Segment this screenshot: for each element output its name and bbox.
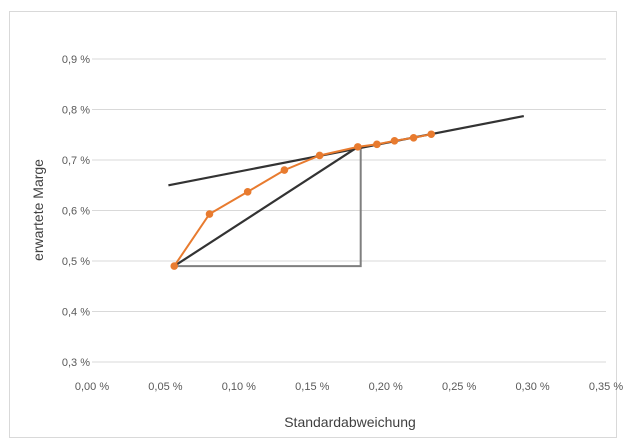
x-tick-label: 0,05 % [148, 381, 182, 393]
x-tick-label: 0,10 % [222, 381, 256, 393]
tick-labels: 0,3 % 0,4 % 0,5 % 0,6 % 0,7 % 0,8 % 0,9 % 0,00 … [62, 54, 623, 393]
x-tick-label: 0,30 % [515, 381, 549, 393]
x-tick-label: 0,15 % [295, 381, 329, 393]
tangent-line [168, 115, 525, 187]
y-axis-label: erwartete Marge [30, 159, 46, 261]
x-axis-label: Standardabweichung [284, 414, 416, 430]
frontier-line [173, 133, 432, 267]
grid-lines [92, 58, 606, 363]
frontier-point [390, 137, 399, 145]
series-layer [168, 115, 525, 270]
frontier-point [315, 151, 324, 160]
x-tick-label: 0,35 % [589, 381, 623, 393]
y-tick-label: 0,7 % [62, 155, 90, 167]
y-tick-label: 0,9 % [62, 54, 90, 66]
y-tick-label: 0,3 % [62, 357, 90, 369]
y-tick-label: 0,5 % [62, 256, 90, 268]
frontier-point [409, 133, 418, 142]
x-tick-label: 0,25 % [442, 381, 476, 393]
frontier-point [373, 140, 381, 149]
frontier-point [243, 188, 252, 196]
x-tick-label: 0,00 % [75, 381, 109, 393]
frontier-point [280, 166, 289, 174]
frontier-point [170, 262, 179, 270]
secant-line [173, 145, 359, 268]
frontier-point [205, 210, 214, 218]
x-tick-label: 0,20 % [369, 381, 403, 393]
y-tick-label: 0,4 % [62, 307, 90, 319]
frontier-point [354, 143, 362, 151]
frontier-point [427, 130, 436, 139]
triangle-line [174, 146, 362, 268]
chart-frame [9, 11, 617, 438]
y-tick-label: 0,6 % [62, 206, 90, 218]
y-tick-label: 0,8 % [62, 105, 90, 117]
